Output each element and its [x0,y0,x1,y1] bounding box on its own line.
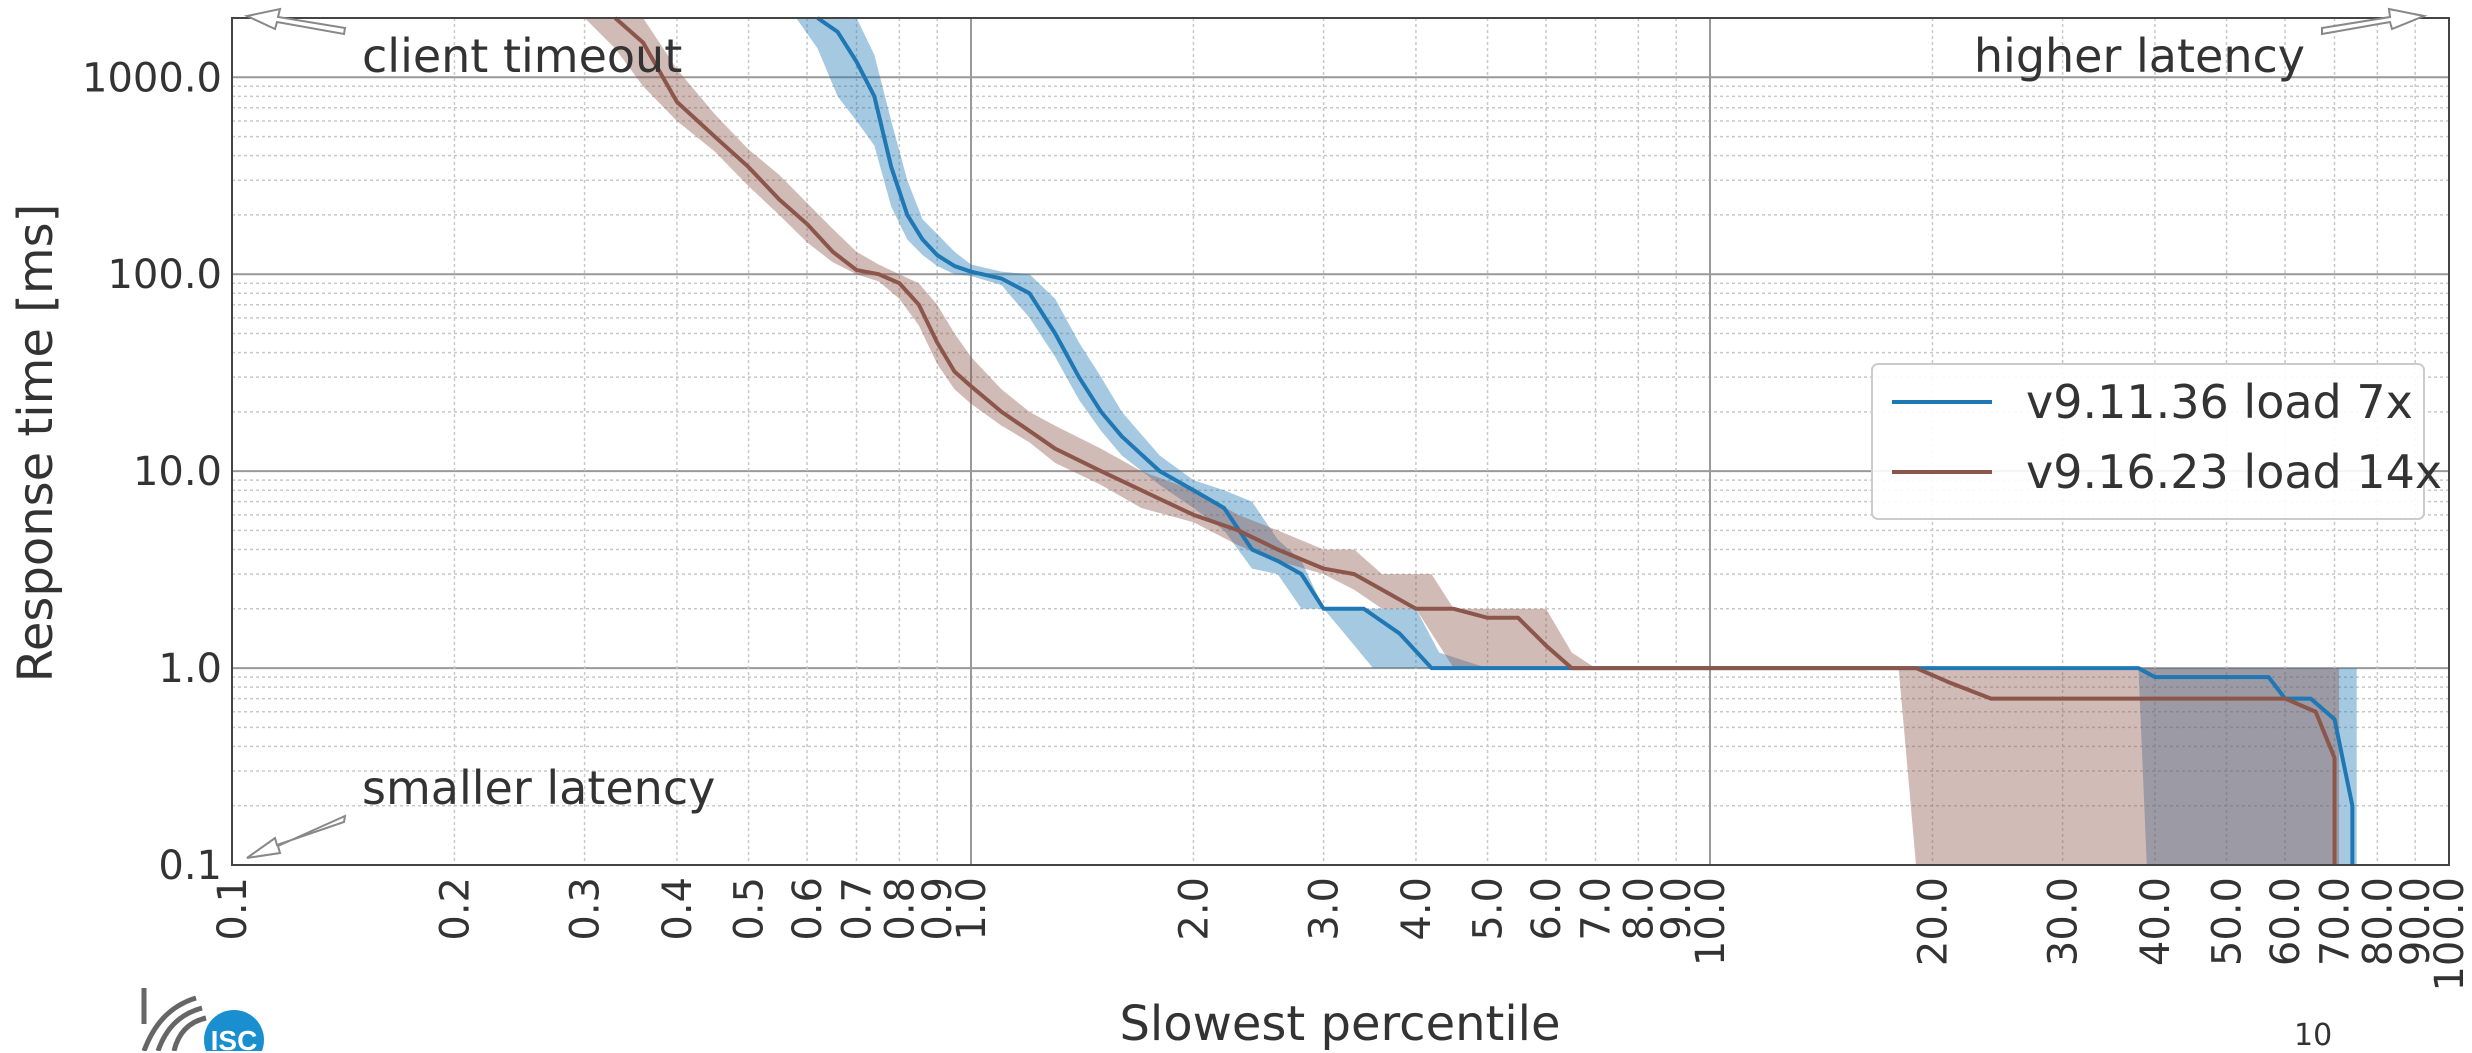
x-tick-label: 100.0 [2427,877,2472,992]
annotation-text: smaller latency [362,761,715,815]
x-axis-ticks: 0.1 0.2 0.3 0.4 0.5 0.6 0.70.80.91.0 2.0 3.0 4.0 5… [210,877,2472,992]
x-tick-label: 7.0 [1574,877,1620,941]
x-tick-label: 2.0 [1171,877,1217,941]
annotation-text: client timeout [362,29,682,83]
x-tick-label: 20.0 [1910,877,1956,966]
logo-text: ISC [211,1025,258,1051]
y-tick-label: 0.1 [158,843,222,889]
annotation-client-timeout: client timeout [243,7,682,83]
arrow-up-right-icon [2321,7,2428,36]
y-axis-title: Response time [ms] [8,204,64,683]
legend: v9.11.36 load 7x v9.16.23 load 14x [1871,363,2442,520]
series-lines [613,16,2355,865]
isc-logo: ISC [140,984,266,1051]
x-tick-label: 30.0 [2041,877,2087,966]
x-tick-label: 3.0 [1302,877,1348,941]
x-tick-label: 0.4 [655,877,701,941]
x-tick-label: 0.7 [835,877,881,941]
y-tick-label: 100.0 [107,252,222,298]
legend-label-v9-16: v9.16.23 load 14x [2026,445,2442,499]
x-tick-label: 80.0 [2355,877,2401,966]
annotation-smaller-latency: smaller latency [246,761,715,859]
annotation-text: higher latency [1974,29,2305,83]
x-tick-label: 0.1 [210,877,256,941]
line-series-0 [816,16,2355,865]
arrow-down-left-icon [246,814,347,859]
page-number: 10 [2294,1018,2333,1053]
y-tick-label: 10.0 [133,449,222,495]
x-tick-label: 0.6 [785,877,831,941]
x-tick-label: 0.9 [915,877,961,941]
band-series-1 [584,18,2340,865]
legend-box [1871,363,2425,520]
x-axis-title: Slowest percentile [1119,996,1560,1051]
x-tick-label: 5.0 [1466,877,1512,941]
x-tick-label: 50.0 [2205,877,2251,966]
plot-frame [231,17,2450,866]
x-tick-label: 6.0 [1524,877,1570,941]
band-series-0 [796,18,2357,865]
x-tick-label: 10.0 [1688,877,1734,966]
line-series-1 [613,16,2337,865]
x-tick-label: 70.0 [2313,877,2359,966]
y-tick-label: 1.0 [158,646,222,692]
annotation-higher-latency: higher latency [1974,7,2428,83]
confidence-bands [584,18,2357,865]
arrow-up-left-icon [243,7,347,36]
x-tick-label: 0.8 [877,877,923,941]
x-tick-label: 0.2 [432,877,478,941]
x-tick-label: 8.0 [1616,877,1662,941]
x-tick-label: 1.0 [949,877,995,941]
x-tick-label: 60.0 [2263,877,2309,966]
y-axis-ticks: 0.1 1.0 10.0 100.0 1000.0 [82,55,222,889]
x-tick-label: 40.0 [2133,877,2179,966]
x-tick-label: 9.0 [1654,877,1700,941]
x-tick-label: 4.0 [1394,877,1440,941]
y-tick-label: 1000.0 [82,55,222,101]
x-tick-label: 0.5 [727,877,773,941]
x-tick-label: 0.3 [563,877,609,941]
x-tick-label: 90.0 [2393,877,2439,966]
legend-label-v9-11: v9.11.36 load 7x [2026,375,2413,429]
